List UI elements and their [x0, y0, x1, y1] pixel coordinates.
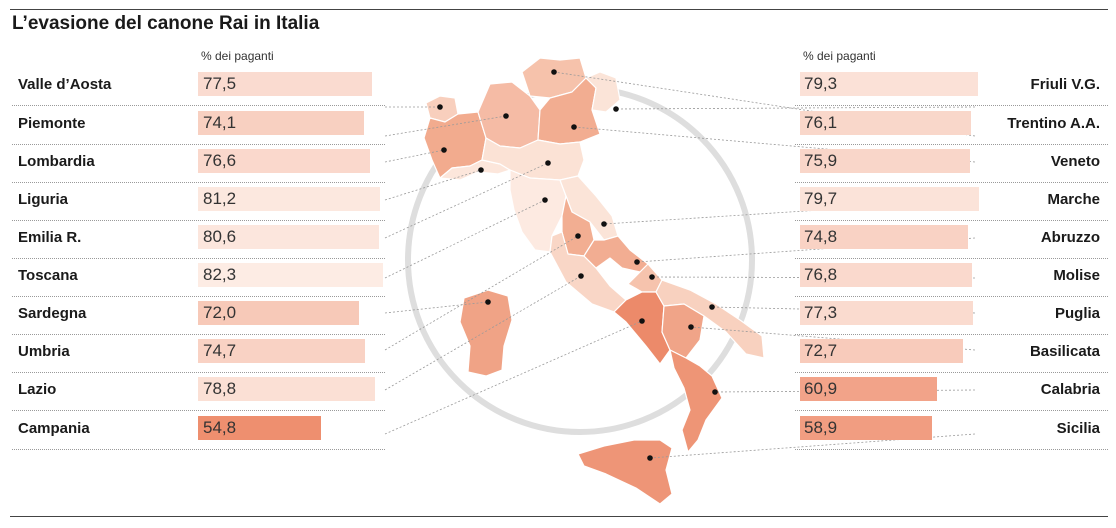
- region-label: Calabria: [1040, 381, 1100, 398]
- region-markers: [437, 69, 718, 461]
- bar: [800, 111, 971, 135]
- value-label: 74,1: [203, 113, 237, 132]
- region-label: Puglia: [1054, 305, 1100, 322]
- region-shape-calabria: [669, 349, 723, 453]
- bar-row-basilicata: Basilicata 72,7: [795, 334, 1108, 373]
- region-label: Liguria: [18, 191, 69, 208]
- bar-row-molise: Molise 76,8: [795, 258, 1108, 297]
- value-label: 78,8: [203, 379, 237, 398]
- value-label: 58,9: [804, 418, 838, 437]
- value-label: 74,8: [804, 227, 838, 246]
- bar-row-puglia: Puglia 77,3: [795, 296, 1108, 335]
- region-label: Molise: [1053, 267, 1100, 284]
- bar: [800, 377, 937, 401]
- region-shape-friuli: [585, 71, 621, 113]
- top-rule: [10, 9, 1108, 10]
- region-label: Valle d’Aosta: [18, 76, 112, 93]
- region-label: Sardegna: [18, 305, 87, 322]
- region-label: Emilia R.: [18, 229, 82, 246]
- value-label: 75,9: [804, 151, 838, 170]
- region-label: Veneto: [1050, 153, 1100, 170]
- bar: [198, 339, 365, 363]
- bar-row-sardegna: Sardegna 72,0: [12, 296, 385, 335]
- bar: [198, 263, 383, 287]
- bar: [800, 263, 972, 287]
- region-label: Sicilia: [1056, 420, 1100, 437]
- region-label: Basilicata: [1029, 343, 1100, 360]
- region-shape-lazio: [549, 231, 627, 313]
- region-shape-emilia: [481, 137, 585, 181]
- bar: [198, 225, 379, 249]
- bar-row-sicilia: Sicilia 58,9: [795, 411, 1108, 450]
- bar: [198, 301, 359, 325]
- region-label: Toscana: [18, 267, 78, 284]
- value-label: 54,8: [203, 418, 237, 437]
- region-label: Campania: [18, 420, 90, 437]
- value-label: 77,3: [804, 303, 838, 322]
- unit-label-left: % dei paganti: [201, 49, 274, 63]
- region-label: Lazio: [18, 381, 57, 398]
- bar: [198, 377, 375, 401]
- bar-row-veneto: Veneto 75,9: [795, 144, 1108, 183]
- region-label: Marche: [1047, 191, 1100, 208]
- value-label: 82,3: [203, 265, 237, 284]
- map-regions: [423, 57, 765, 505]
- bar-row-emilia-r: Emilia R. 80,6: [12, 220, 385, 259]
- bar-row-lazio: Lazio 78,8: [12, 372, 385, 411]
- region-label: Trentino A.A.: [1007, 115, 1100, 132]
- bar: [198, 149, 370, 173]
- region-label: Abruzzo: [1040, 229, 1100, 246]
- bar: [800, 301, 973, 325]
- region-label: Umbria: [18, 343, 70, 360]
- value-label: 79,7: [804, 189, 838, 208]
- value-label: 76,1: [804, 113, 838, 132]
- bar-row-liguria: Liguria 81,2: [12, 182, 385, 221]
- bar-row-marche: Marche 79,7: [795, 182, 1108, 221]
- bar: [800, 416, 932, 440]
- bar: [800, 225, 968, 249]
- bar-row-valle-d-aosta: Valle d’Aosta 77,5: [12, 67, 385, 106]
- value-label: 60,9: [804, 379, 838, 398]
- bar-row-lombardia: Lombardia 76,6: [12, 144, 385, 183]
- bar: [800, 339, 963, 363]
- bar-row-trentino-a-a: Trentino A.A. 76,1: [795, 106, 1108, 145]
- value-label: 80,6: [203, 227, 237, 246]
- region-label: Piemonte: [18, 115, 86, 132]
- unit-label-right: % dei paganti: [803, 49, 876, 63]
- bar: [800, 187, 979, 211]
- value-label: 74,7: [203, 341, 237, 360]
- region-shape-sicilia: [577, 439, 673, 505]
- value-label: 81,2: [203, 189, 237, 208]
- value-label: 76,8: [804, 265, 838, 284]
- value-label: 72,0: [203, 303, 237, 322]
- bar: [198, 72, 372, 96]
- region-label: Friuli V.G.: [1030, 76, 1100, 93]
- chart-title: L’evasione del canone Rai in Italia: [12, 13, 320, 34]
- bar-row-friuli-v-g: Friuli V.G. 79,3: [795, 67, 1108, 106]
- region-label: Lombardia: [18, 153, 95, 170]
- bar: [198, 111, 364, 135]
- bar-row-toscana: Toscana 82,3: [12, 258, 385, 297]
- region-shape-sardegna: [459, 289, 513, 377]
- bar: [198, 187, 380, 211]
- bar: [800, 72, 978, 96]
- value-label: 79,3: [804, 74, 838, 93]
- bar: [800, 149, 970, 173]
- bar-row-campania: Campania 54,8: [12, 411, 385, 450]
- bar-row-umbria: Umbria 74,7: [12, 334, 385, 373]
- bottom-rule: [10, 516, 1108, 517]
- bar: [198, 416, 321, 440]
- value-label: 77,5: [203, 74, 237, 93]
- bar-row-piemonte: Piemonte 74,1: [12, 106, 385, 145]
- bar-row-calabria: Calabria 60,9: [795, 372, 1108, 411]
- value-label: 76,6: [203, 151, 237, 170]
- value-label: 72,7: [804, 341, 838, 360]
- bar-row-abruzzo: Abruzzo 74,8: [795, 220, 1108, 259]
- region-shape-abruzzo: [583, 235, 649, 273]
- region-shape-basilicata: [661, 303, 705, 359]
